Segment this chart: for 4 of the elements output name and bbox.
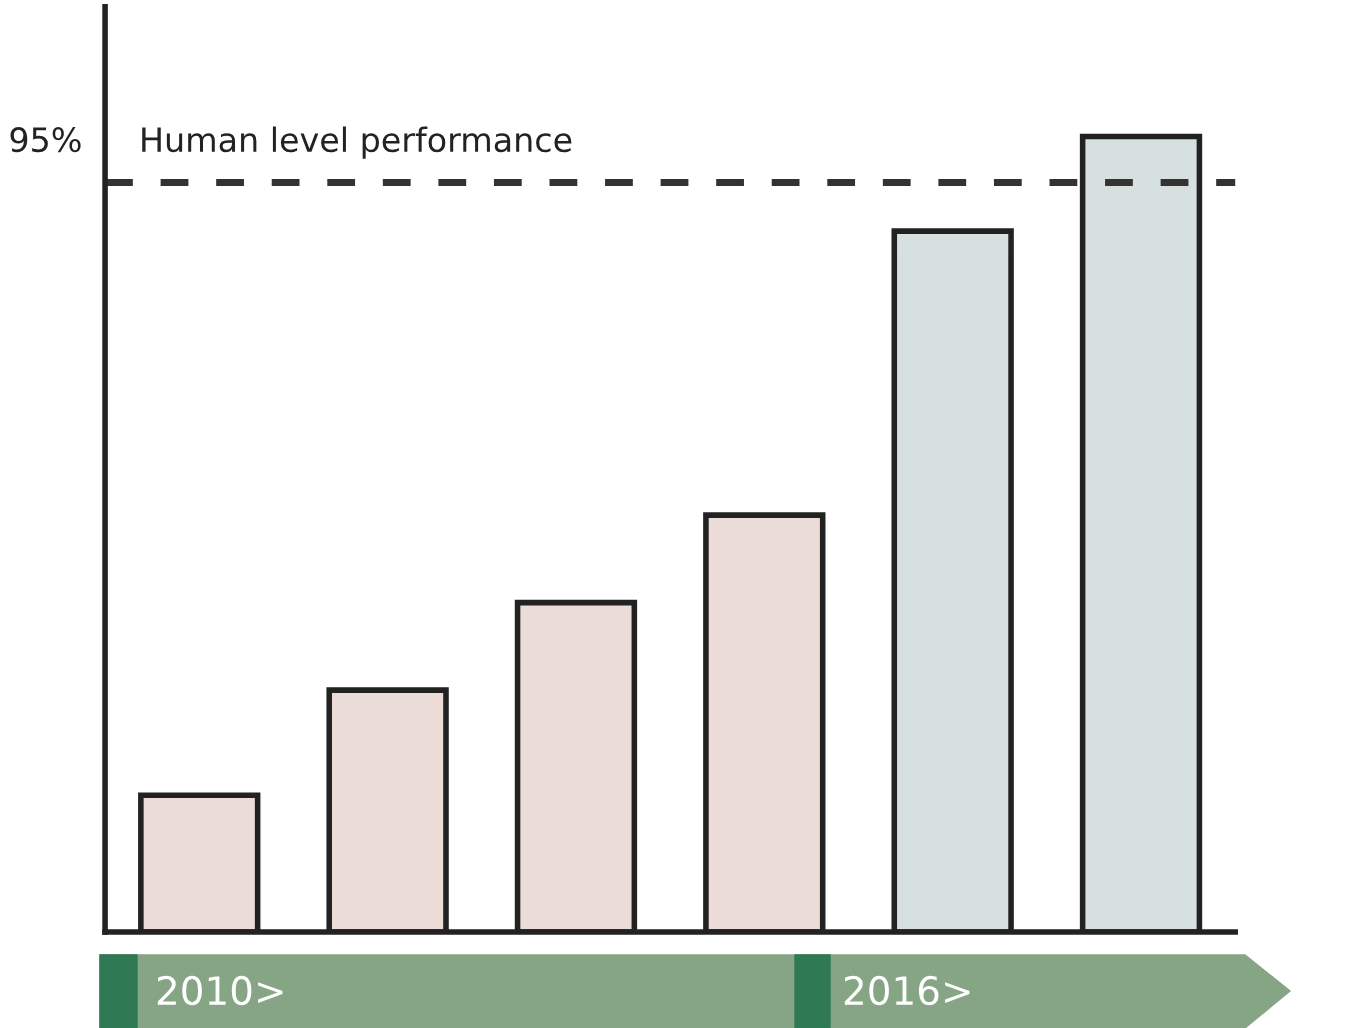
text: 2010> (157, 975, 283, 1006)
text: 95% (10, 127, 81, 153)
ref-line-label: Human level performance (142, 126, 572, 159)
text: 2016> (844, 975, 970, 1006)
